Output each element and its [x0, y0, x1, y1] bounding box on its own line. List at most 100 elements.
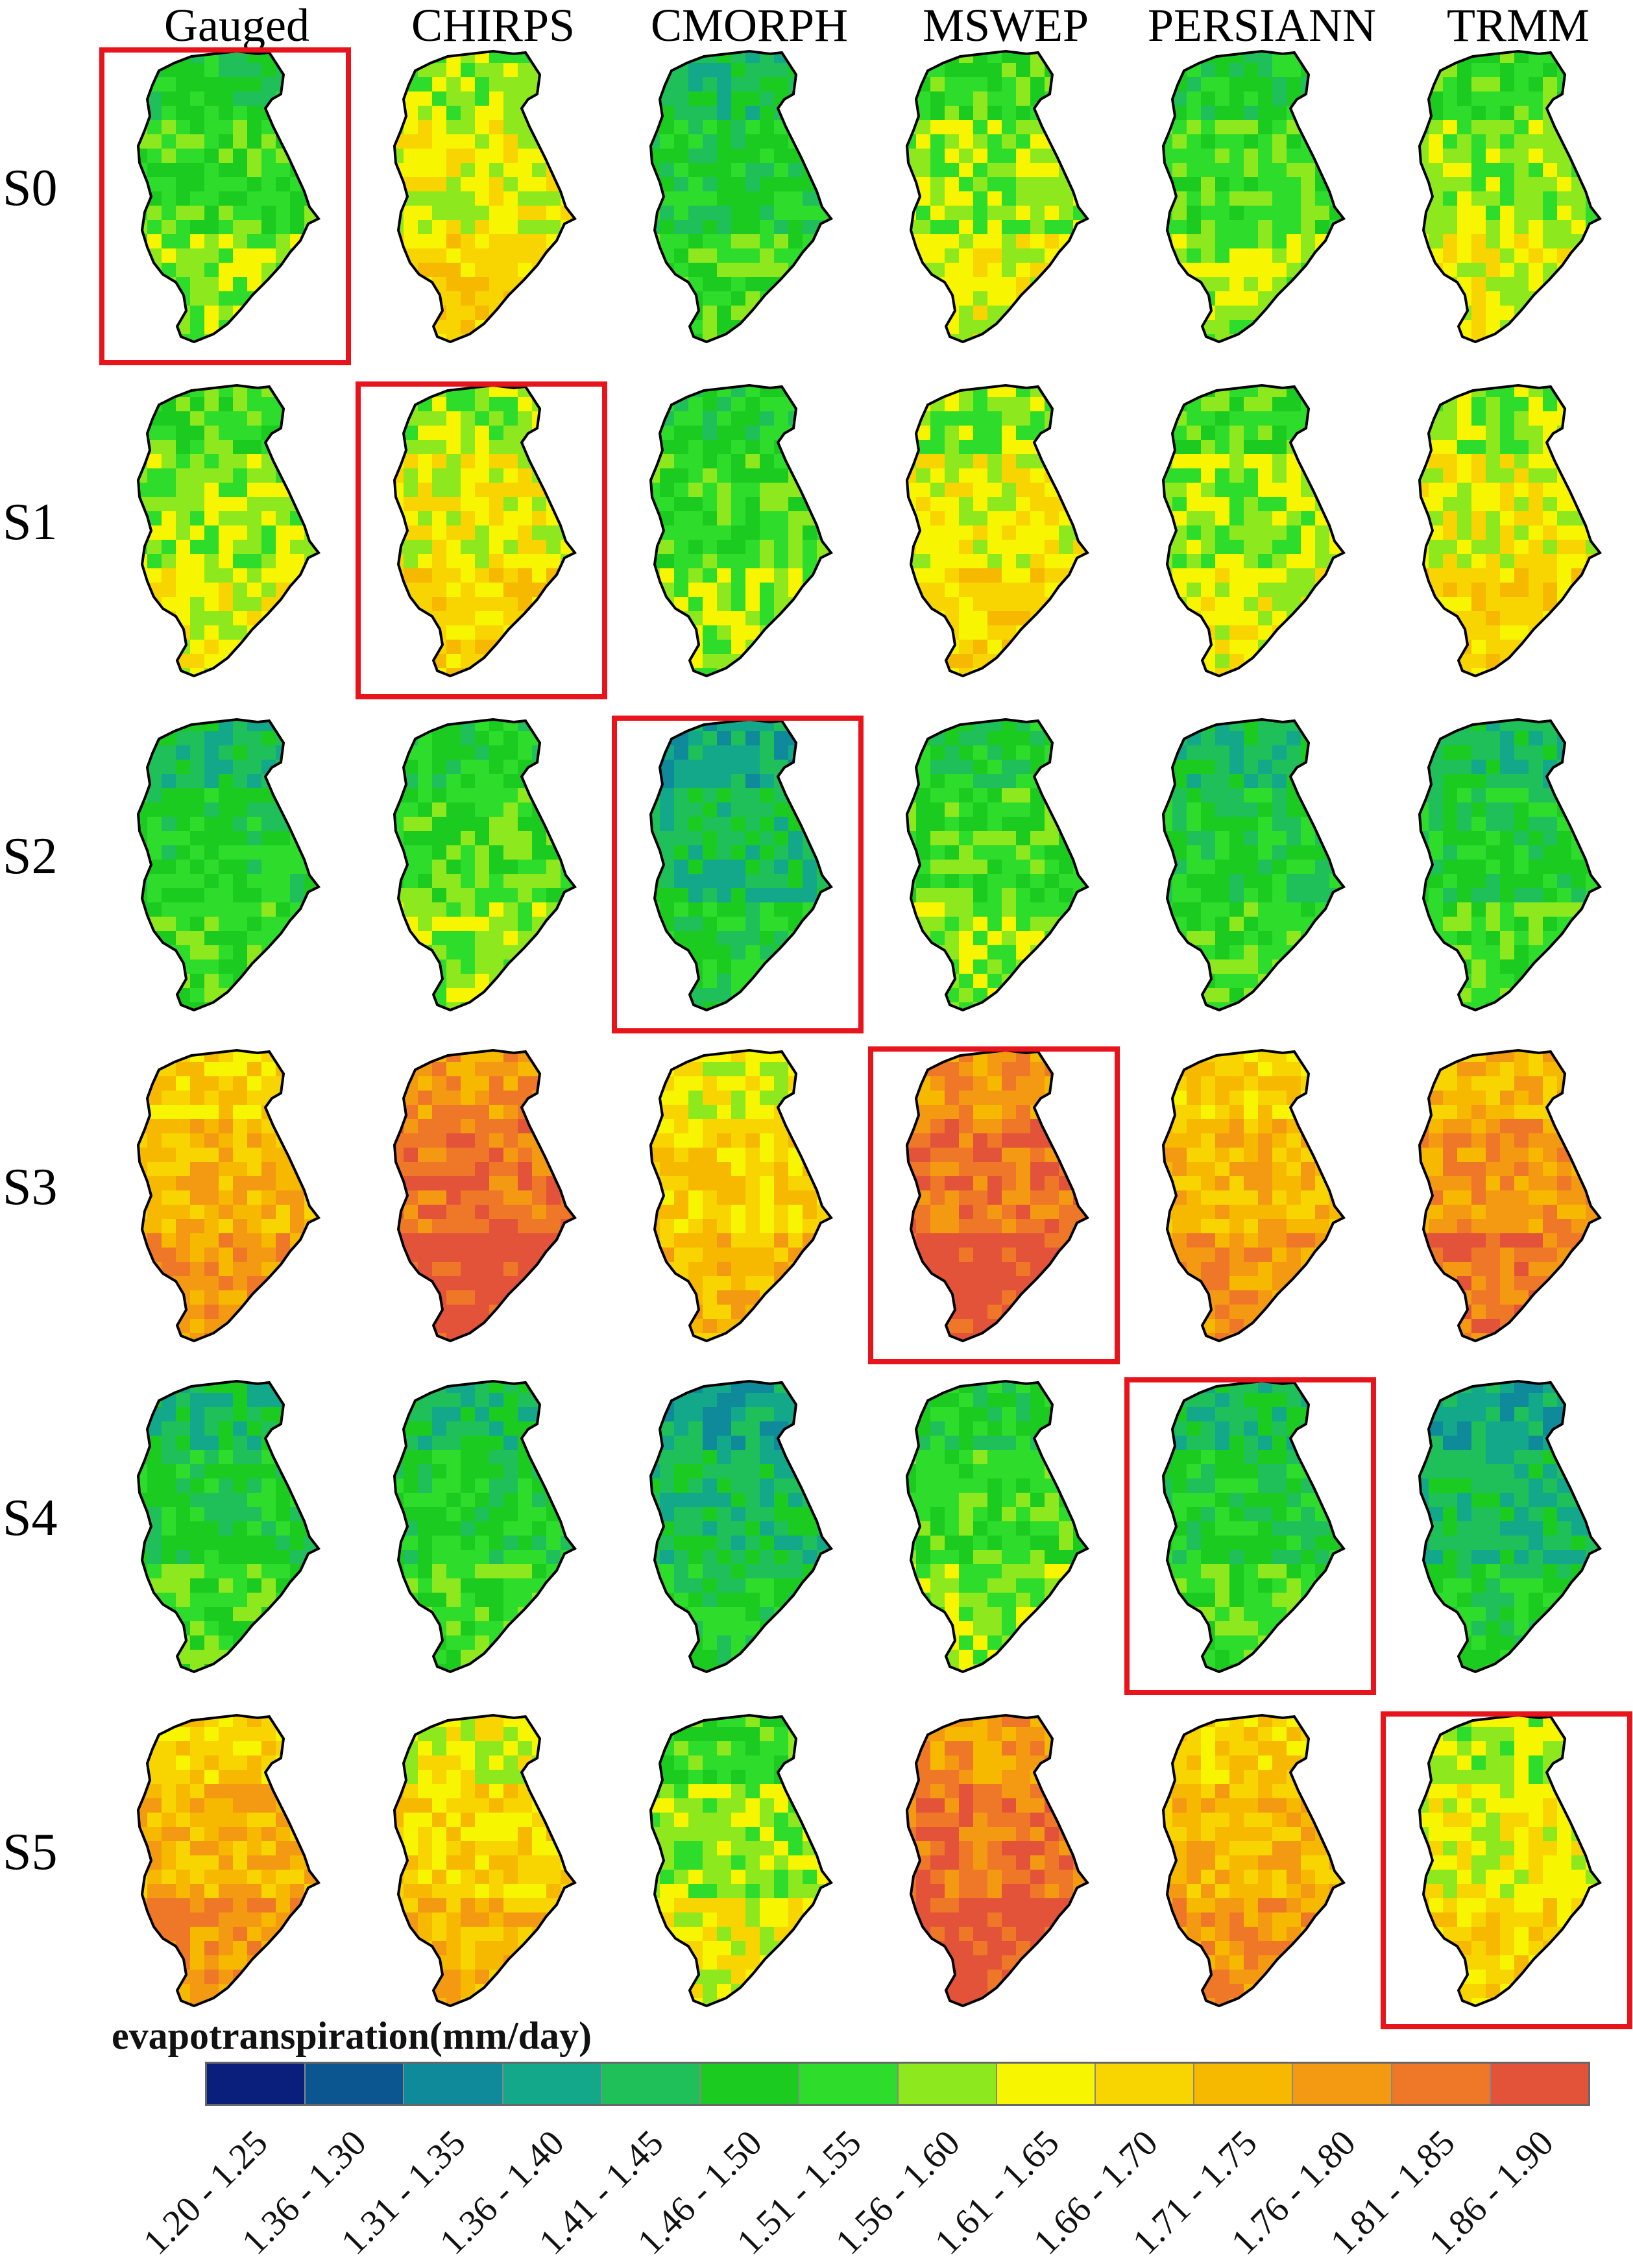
grid-cell — [660, 682, 675, 697]
grid-cell — [546, 945, 561, 960]
grid-cell — [489, 845, 504, 860]
grid-cell — [1543, 348, 1558, 363]
grid-cell — [760, 191, 775, 206]
catchment-boundary — [136, 383, 321, 678]
grid-cell — [219, 454, 234, 469]
grid-cell — [817, 411, 831, 426]
grid-cell — [261, 831, 276, 846]
grid-cell — [1457, 220, 1472, 235]
grid-cell — [1529, 234, 1543, 249]
grid-cell — [1543, 163, 1558, 178]
grid-cell — [532, 120, 547, 135]
grid-cell — [162, 774, 176, 789]
grid-cell — [831, 306, 846, 320]
grid-cell — [1600, 120, 1615, 135]
grid-cell — [1571, 320, 1586, 335]
catchment-boundary — [136, 49, 321, 344]
grid-cell — [916, 234, 931, 249]
grid-cell — [1600, 454, 1615, 469]
grid-cell — [304, 497, 319, 512]
grid-cell — [219, 540, 234, 555]
grid-cell — [1073, 945, 1087, 960]
grid-cell — [1030, 568, 1045, 583]
grid-cell — [831, 540, 846, 555]
grid-cell — [973, 149, 988, 163]
grid-cell — [831, 454, 846, 469]
grid-cell — [717, 640, 732, 655]
grid-cell — [276, 945, 291, 960]
grid-cell — [674, 306, 689, 320]
grid-cell — [1087, 902, 1102, 917]
grid-cell — [916, 831, 931, 846]
grid-cell — [489, 917, 504, 932]
grid-cell — [489, 440, 504, 455]
grid-cell — [1514, 263, 1529, 278]
grid-cell — [1315, 291, 1330, 306]
grid-cell — [1163, 220, 1173, 235]
grid-cell — [987, 788, 1002, 803]
grid-cell — [418, 540, 433, 555]
grid-cell — [1301, 682, 1316, 697]
grid-cell — [1016, 845, 1031, 860]
grid-cell — [276, 974, 291, 989]
grid-cell — [204, 888, 219, 903]
grid-cell — [475, 640, 490, 655]
grid-cell — [319, 568, 333, 583]
grid-cell — [475, 745, 490, 760]
grid-cell — [945, 134, 960, 149]
grid-cell — [304, 454, 319, 469]
grid-cell — [703, 554, 718, 569]
grid-cell — [290, 440, 305, 455]
grid-cell — [489, 625, 504, 640]
grid-cell — [1315, 640, 1330, 655]
grid-cell — [219, 597, 234, 612]
grid-cell — [1471, 483, 1486, 498]
grid-cell — [1529, 134, 1543, 149]
grid-cell — [1187, 234, 1202, 249]
grid-cell — [731, 497, 746, 512]
grid-cell — [745, 234, 760, 249]
grid-cell — [1272, 220, 1287, 235]
grid-cell — [1287, 149, 1301, 163]
grid-cell — [1073, 134, 1087, 149]
grid-cell — [717, 682, 732, 697]
grid-cell — [162, 917, 176, 932]
grid-cell — [660, 277, 675, 292]
grid-cell — [1443, 248, 1458, 263]
grid-cell — [518, 206, 533, 221]
grid-cell — [1215, 454, 1230, 469]
grid-cell — [446, 411, 461, 426]
grid-cell — [1543, 206, 1558, 221]
grid-cell — [760, 583, 775, 597]
grid-cell — [1087, 682, 1102, 697]
catchment-map — [1161, 383, 1346, 697]
grid-cell — [1420, 654, 1429, 669]
grid-cell — [247, 860, 262, 875]
grid-cell — [1600, 163, 1615, 178]
grid-cell — [1258, 348, 1273, 363]
grid-cell — [475, 51, 490, 64]
grid-cell — [276, 163, 291, 178]
grid-cell — [803, 682, 817, 697]
grid-cell — [930, 334, 945, 342]
grid-cell — [319, 988, 333, 1003]
grid-cell — [1344, 49, 1359, 64]
grid-cell — [489, 831, 504, 846]
grid-cell — [1002, 760, 1017, 775]
grid-cell — [1016, 348, 1031, 363]
grid-cell — [1073, 917, 1087, 932]
grid-cell — [1272, 191, 1287, 206]
grid-cell — [945, 163, 960, 178]
grid-cell — [1258, 149, 1273, 163]
grid-cell — [247, 917, 262, 932]
grid-cell — [290, 206, 305, 221]
grid-cell — [1420, 149, 1429, 163]
grid-cell — [803, 149, 817, 163]
grid-cell — [1229, 348, 1244, 363]
grid-cell — [204, 802, 219, 817]
grid-cell — [1172, 668, 1187, 676]
grid-cell — [703, 745, 718, 760]
grid-cell — [219, 77, 234, 92]
grid-cell — [959, 191, 974, 206]
grid-cell — [745, 177, 760, 192]
